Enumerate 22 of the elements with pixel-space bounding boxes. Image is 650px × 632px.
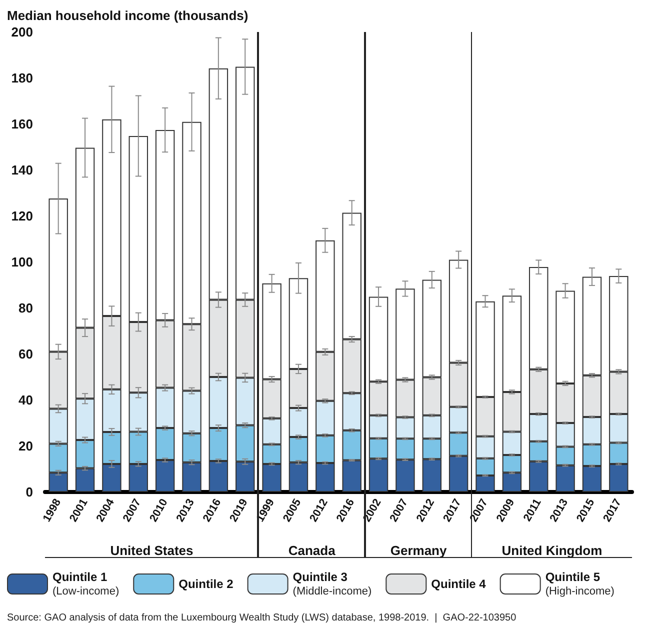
y-tick-label: 180 <box>11 70 33 86</box>
legend-label: Quintile 2 <box>178 577 234 591</box>
legend-label: Quintile 5 (High-income) <box>545 570 614 598</box>
legend-label: Quintile 3 (Middle-income) <box>292 570 372 598</box>
source-note: Source: GAO analysis of data from the Luxembourg Wealth Study (LWS) database, 1998-2019. | GAO-22-103950 <box>7 612 517 624</box>
x-axis-title: Germany <box>390 543 448 558</box>
legend-label: Quintile 4 <box>431 577 486 591</box>
x-axis-title: Canada <box>288 543 336 558</box>
y-tick-label: 60 <box>18 346 33 362</box>
legend-label: Quintile 1 (Low-income) <box>52 570 120 598</box>
x-axis-title: United Kingdom <box>502 543 602 558</box>
y-tick-label: 0 <box>26 484 33 500</box>
y-tick-label: 100 <box>11 254 33 270</box>
x-axis-title: United States <box>110 543 194 558</box>
y-tick-label: 20 <box>18 438 33 454</box>
y-tick-label: 120 <box>11 208 33 224</box>
y-tick-label: 140 <box>11 162 33 178</box>
y-tick-label: 200 <box>11 24 33 40</box>
y-axis-title: Median household income (thousands) <box>7 8 248 23</box>
y-tick-label: 40 <box>18 392 33 408</box>
y-tick-label: 160 <box>11 116 33 132</box>
y-tick-label: 80 <box>18 300 33 316</box>
